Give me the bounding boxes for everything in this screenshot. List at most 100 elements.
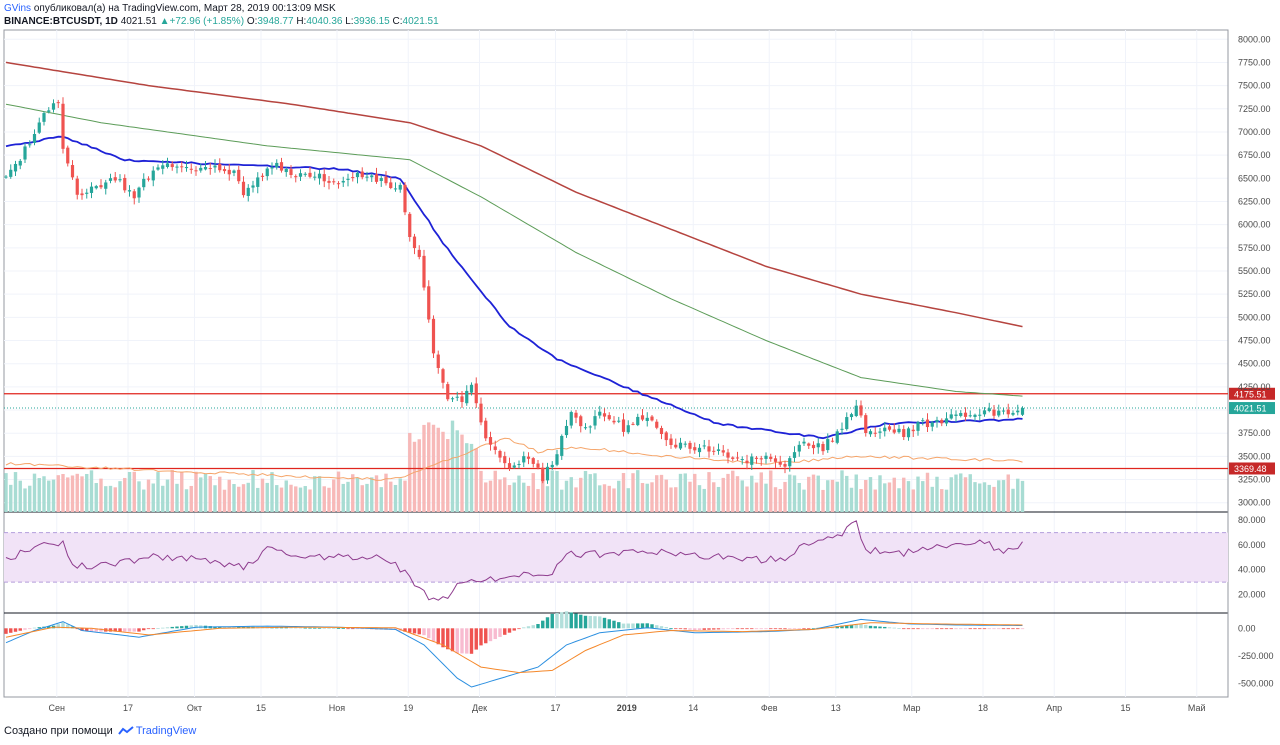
tradingview-link[interactable]: TradingView bbox=[135, 725, 197, 737]
candle-body bbox=[840, 428, 844, 430]
candle-body bbox=[104, 182, 108, 189]
macd-histogram-bar bbox=[298, 627, 303, 629]
candle-body bbox=[194, 170, 198, 172]
volume-bar bbox=[864, 480, 868, 512]
volume-bar bbox=[1020, 480, 1025, 512]
candle-body bbox=[754, 457, 759, 459]
macd-histogram-bar bbox=[336, 628, 341, 629]
candle-body bbox=[108, 178, 113, 181]
volume-bar bbox=[108, 485, 113, 512]
time-axis-label: 14 bbox=[688, 703, 698, 713]
macd-histogram-bar bbox=[802, 628, 806, 630]
candle-body bbox=[859, 405, 863, 416]
macd-histogram-bar bbox=[940, 628, 944, 630]
volume-bar bbox=[949, 477, 953, 512]
candle-body bbox=[745, 460, 749, 464]
candle-body bbox=[617, 420, 621, 422]
macd-histogram-bar bbox=[545, 617, 550, 629]
candle-body bbox=[802, 441, 806, 444]
volume-bar bbox=[802, 489, 806, 512]
volume-bar bbox=[688, 481, 692, 512]
macd-histogram-bar bbox=[1020, 628, 1025, 630]
time-axis-label: Окт bbox=[187, 703, 202, 713]
macd-histogram-bar bbox=[631, 623, 635, 629]
macd-histogram-bar bbox=[588, 615, 592, 629]
volume-bar bbox=[845, 475, 849, 512]
macd-histogram-bar bbox=[327, 627, 331, 629]
volume-bar bbox=[911, 489, 915, 512]
candle-body bbox=[479, 403, 483, 423]
macd-histogram-bar bbox=[127, 628, 132, 632]
candle-body bbox=[417, 249, 421, 257]
candle-body bbox=[640, 415, 645, 420]
candle-body bbox=[455, 396, 459, 398]
volume-bar bbox=[446, 439, 450, 512]
macd-histogram-bar bbox=[778, 628, 782, 630]
macd-histogram-bar bbox=[47, 626, 51, 629]
volume-bar bbox=[127, 472, 132, 512]
candle-body bbox=[512, 465, 516, 468]
macd-histogram-bar bbox=[982, 628, 987, 630]
macd-histogram-bar bbox=[726, 628, 730, 630]
author-name[interactable]: GVins bbox=[4, 3, 32, 14]
macd-histogram-bar bbox=[968, 628, 972, 630]
candle-body bbox=[731, 457, 735, 459]
macd-histogram-bar bbox=[417, 628, 421, 635]
volume-bar bbox=[94, 483, 98, 512]
candle-body bbox=[47, 110, 51, 112]
last-price-tag bbox=[1229, 402, 1275, 415]
macd-histogram-bar bbox=[683, 628, 687, 630]
price-axis-label: 6750.00 bbox=[1238, 150, 1271, 160]
candle-body bbox=[545, 466, 550, 481]
candle-body bbox=[968, 415, 972, 417]
candle-body bbox=[75, 178, 79, 195]
volume-bar bbox=[146, 479, 151, 512]
macd-histogram-bar bbox=[541, 620, 545, 629]
macd-histogram-bar bbox=[422, 628, 426, 636]
candle-body bbox=[99, 185, 103, 188]
macd-histogram-bar bbox=[512, 628, 516, 631]
macd-axis-label: -250.000 bbox=[1238, 651, 1274, 661]
candle-body bbox=[944, 418, 949, 424]
candle-body bbox=[365, 176, 369, 178]
volume-bar bbox=[9, 484, 13, 512]
volume-bar bbox=[664, 479, 668, 512]
time-axis-label: 2019 bbox=[617, 703, 637, 713]
macd-histogram-bar bbox=[503, 628, 507, 635]
macd-histogram-bar bbox=[617, 622, 621, 629]
candle-body bbox=[726, 452, 730, 458]
price-axis-label: 4500.00 bbox=[1238, 359, 1271, 369]
volume-bar bbox=[650, 482, 654, 512]
macd-histogram-bar bbox=[550, 613, 554, 629]
moving-average-line-3 bbox=[5, 61, 1023, 328]
macd-histogram-bar bbox=[450, 628, 455, 652]
rsi-axis-label: 40.000 bbox=[1238, 565, 1266, 575]
volume-bar bbox=[246, 482, 250, 512]
macd-histogram-bar bbox=[878, 626, 882, 629]
macd-histogram-bar bbox=[180, 626, 184, 629]
volume-bar bbox=[441, 431, 445, 512]
candle-body bbox=[346, 178, 350, 180]
macd-histogram-bar bbox=[85, 628, 89, 632]
price-axis-label: 8000.00 bbox=[1238, 34, 1271, 44]
macd-histogram-bar bbox=[583, 615, 588, 629]
macd-histogram-bar bbox=[322, 627, 326, 629]
macd-histogram-bar bbox=[146, 628, 151, 630]
price-axis-label: 6250.00 bbox=[1238, 196, 1271, 206]
macd-histogram-bar bbox=[707, 628, 711, 630]
candle-body bbox=[541, 467, 545, 482]
candle-body bbox=[773, 458, 778, 462]
macd-signal-line bbox=[5, 622, 1023, 674]
candle-body bbox=[897, 428, 901, 433]
macd-histogram-bar bbox=[764, 628, 768, 630]
candle-body bbox=[436, 354, 440, 368]
volume-bar bbox=[921, 481, 925, 512]
time-axis-label: Сен bbox=[49, 703, 66, 713]
candle-body bbox=[954, 414, 958, 416]
volume-bar bbox=[954, 474, 958, 512]
candle-body bbox=[256, 177, 260, 187]
candle-body bbox=[317, 173, 322, 179]
macd-histogram-bar bbox=[664, 627, 668, 629]
volume-bar bbox=[683, 473, 687, 512]
